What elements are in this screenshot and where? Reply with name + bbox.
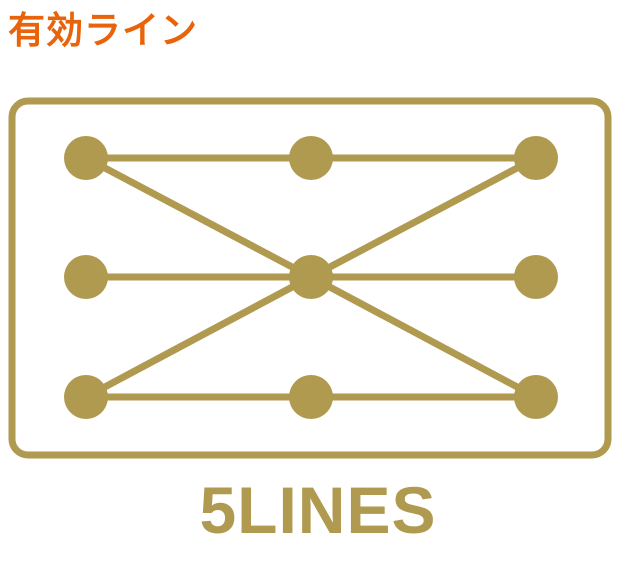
reel-node: [289, 255, 333, 299]
reel-node: [514, 136, 558, 180]
reel-node: [64, 255, 108, 299]
reel-node: [64, 375, 108, 419]
reel-node: [64, 136, 108, 180]
lines-count-label: 5LINES: [199, 473, 437, 547]
node-group: [64, 136, 558, 419]
diagram-frame: [8, 97, 612, 459]
reel-node: [289, 136, 333, 180]
reel-node: [514, 255, 558, 299]
reel-node: [514, 375, 558, 419]
reel-node: [289, 375, 333, 419]
page-title: 有効ライン: [8, 9, 198, 52]
